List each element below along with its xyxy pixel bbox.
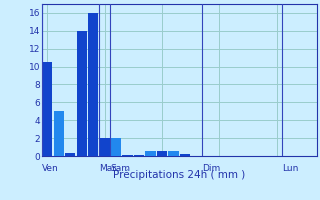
Bar (123, 155, 133, 156)
Bar (54, 111, 64, 156)
Text: Lun: Lun (282, 164, 299, 173)
Bar (168, 151, 179, 156)
Text: Dim: Dim (202, 164, 220, 173)
Bar (157, 151, 167, 156)
Text: Ven: Ven (42, 164, 58, 173)
Text: Sam: Sam (110, 164, 131, 173)
Bar (180, 154, 190, 156)
Bar (65, 153, 76, 156)
Text: Mar: Mar (99, 164, 116, 173)
Bar (76, 31, 87, 156)
X-axis label: Précipitations 24h ( mm ): Précipitations 24h ( mm ) (113, 170, 245, 180)
Bar (88, 13, 98, 156)
Bar (134, 155, 144, 156)
Bar (100, 138, 110, 156)
Bar (42, 62, 52, 156)
Bar (111, 138, 121, 156)
Bar (145, 151, 156, 156)
